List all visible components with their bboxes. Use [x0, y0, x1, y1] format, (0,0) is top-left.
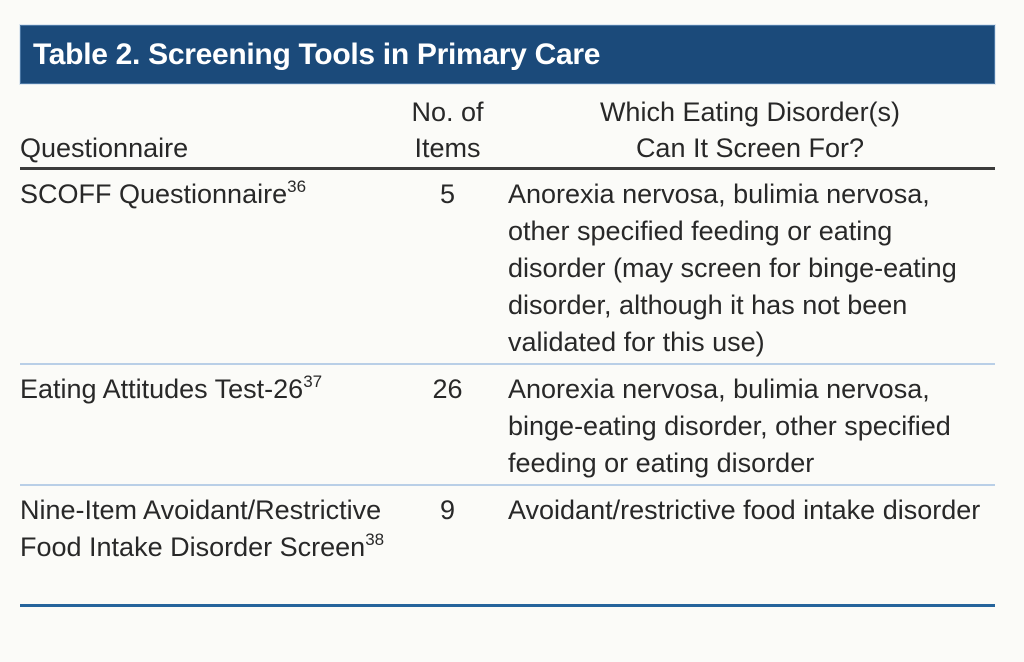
table-title-bar: Table 2. Screening Tools in Primary Care: [20, 25, 995, 84]
column-header-no-of-items: No. of Items: [390, 94, 505, 166]
cell-questionnaire: Eating Attitudes Test-2637: [20, 371, 390, 482]
reference-superscript: 38: [365, 530, 385, 549]
cell-no-of-items: 26: [432, 374, 463, 404]
table-title: Table 2. Screening Tools in Primary Care: [33, 37, 601, 71]
column-header-questionnaire: Questionnaire: [20, 133, 189, 163]
column-header-line: Items: [414, 133, 481, 163]
cell-screens-for: Avoidant/restrictive food intake disorde…: [508, 495, 981, 525]
table-header-row: Questionnaire No. of Items Which Eating …: [20, 94, 995, 170]
cell-no-of-items: 5: [439, 179, 456, 209]
table-row: Nine-Item Avoidant/Restrictive Food Inta…: [20, 484, 995, 568]
screening-tools-table: Questionnaire No. of Items Which Eating …: [20, 94, 995, 607]
questionnaire-name: SCOFF Questionnaire: [20, 179, 288, 209]
column-header-line: Can It Screen For?: [635, 133, 865, 163]
cell-no-of-items: 9: [439, 495, 456, 525]
cell-questionnaire: Nine-Item Avoidant/Restrictive Food Inta…: [20, 492, 390, 566]
cell-screens-for: Anorexia nervosa, bulimia nervosa, other…: [508, 179, 957, 357]
table-row: Eating Attitudes Test-2637 26 Anorexia n…: [20, 363, 995, 484]
table-bottom-rule: [20, 604, 995, 607]
questionnaire-name: Eating Attitudes Test-26: [20, 374, 304, 404]
column-header-line: Which Eating Disorder(s): [599, 97, 901, 127]
reference-superscript: 37: [303, 372, 323, 391]
cell-screens-for: Anorexia nervosa, bulimia nervosa, binge…: [508, 374, 951, 478]
cell-questionnaire: SCOFF Questionnaire36: [20, 176, 390, 361]
table-row: SCOFF Questionnaire36 5 Anorexia nervosa…: [20, 170, 995, 363]
reference-superscript: 36: [287, 177, 307, 196]
column-header-which-disorders: Which Eating Disorder(s) Can It Screen F…: [505, 94, 995, 166]
column-header-line: No. of: [411, 97, 484, 127]
questionnaire-name: Nine-Item Avoidant/Restrictive Food Inta…: [20, 495, 382, 562]
